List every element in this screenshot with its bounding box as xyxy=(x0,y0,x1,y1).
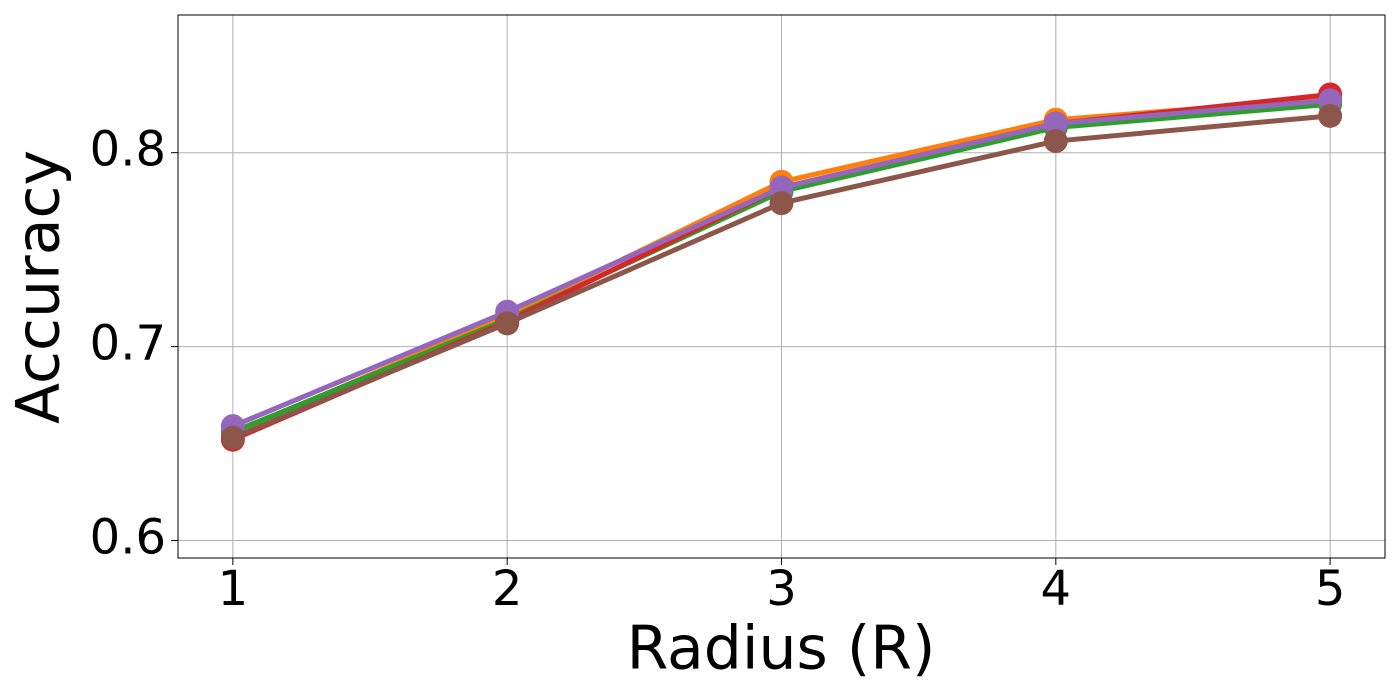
point-marker xyxy=(1043,111,1068,136)
point-marker xyxy=(769,191,794,216)
x-tick-label: 2 xyxy=(492,561,523,617)
y-tick-label: 0.8 xyxy=(90,122,166,178)
y-axis-label: Accuracy xyxy=(4,150,74,424)
point-marker xyxy=(1043,129,1068,154)
x-axis-label: Radius (R) xyxy=(627,614,936,684)
plot-frame xyxy=(177,14,1386,559)
x-tick-label: 5 xyxy=(1315,561,1346,617)
y-tick-label: 0.6 xyxy=(90,510,166,566)
point-marker xyxy=(495,311,520,336)
point-marker xyxy=(1318,103,1343,128)
point-marker xyxy=(220,425,245,450)
x-tick-label: 3 xyxy=(766,561,797,617)
x-tick-label: 1 xyxy=(218,561,249,617)
y-tick-label: 0.7 xyxy=(90,316,166,372)
x-tick-label: 4 xyxy=(1041,561,1072,617)
